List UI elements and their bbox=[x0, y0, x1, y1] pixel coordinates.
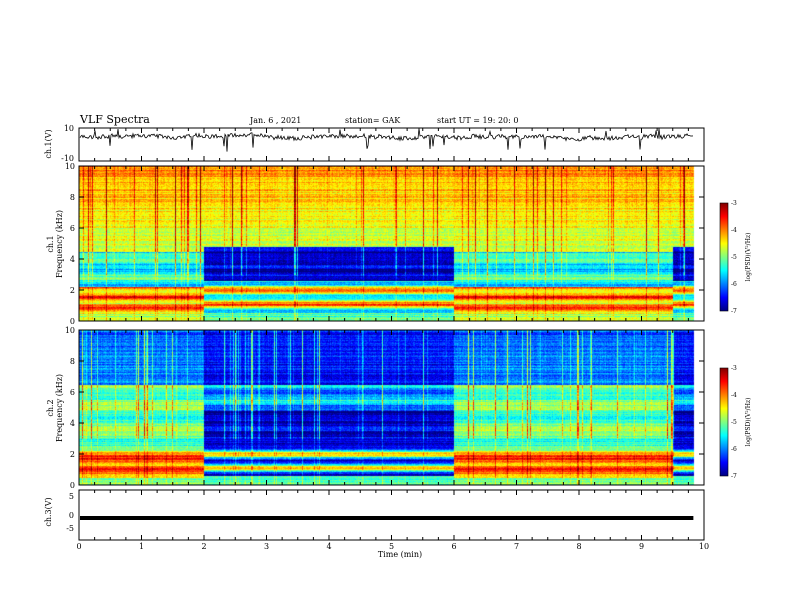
colorbar-tick-label: -5 bbox=[731, 419, 737, 426]
ch1-colorbar-label: log(PSD)(V²/Hz) bbox=[745, 233, 752, 282]
ch1-ytick-bottom: -10 bbox=[61, 154, 74, 163]
y-tick-label: 8 bbox=[70, 357, 75, 366]
ch2-colorbar: -3 -4 -5 -6 -7 log(PSD)(V²/Hz) bbox=[719, 365, 752, 480]
ch3-waveform-line bbox=[80, 516, 694, 520]
ch3-ytick-mid: 0 bbox=[69, 511, 74, 520]
ch2-frequency-label: Frequency (kHz) bbox=[55, 374, 64, 442]
y-tick-label: 2 bbox=[70, 286, 75, 295]
x-tick-label: 3 bbox=[264, 542, 269, 551]
x-tick-label: 0 bbox=[76, 542, 81, 551]
ch1-colorbar-frame bbox=[719, 202, 729, 312]
x-tick-label: 9 bbox=[639, 542, 644, 551]
y-tick-label: 2 bbox=[70, 450, 75, 459]
y-tick-label: 4 bbox=[70, 255, 75, 264]
y-tick-label: 10 bbox=[65, 162, 75, 171]
ch3-ytick-top: 5 bbox=[69, 492, 74, 501]
y-tick-label: 4 bbox=[70, 419, 75, 428]
ch2-spectrogram-panel: 0 2 4 6 8 10 ch.2 Frequency (kHz) bbox=[46, 326, 705, 490]
y-tick-label: 0 bbox=[70, 317, 75, 326]
colorbar-tick-label: -7 bbox=[731, 308, 737, 315]
colorbar-tick-label: -6 bbox=[731, 281, 737, 288]
ch2-colorbar-label: log(PSD)(V²/Hz) bbox=[745, 398, 752, 447]
ch1-waveform-line bbox=[79, 128, 694, 152]
x-tick-label: 4 bbox=[326, 542, 331, 551]
colorbar-tick-label: -5 bbox=[731, 254, 737, 261]
ch2-spectrogram-image bbox=[79, 330, 704, 485]
ch1-spectrogram-ylabel: ch.1 bbox=[46, 235, 55, 252]
colorbar-tick-label: -4 bbox=[731, 392, 737, 399]
x-tick-label: 6 bbox=[451, 542, 456, 551]
x-tick-label: 5 bbox=[389, 542, 394, 551]
ch3-waveform-ylabel: ch.3(V) bbox=[44, 497, 53, 526]
ch2-colorbar-frame bbox=[719, 367, 729, 477]
y-tick-label: 6 bbox=[70, 388, 75, 397]
colorbar-tick-label: -6 bbox=[731, 446, 737, 453]
colorbar-tick-label: -7 bbox=[731, 473, 737, 480]
date-label: Jan. 6 , 2021 bbox=[249, 116, 301, 125]
x-tick-label: 7 bbox=[514, 542, 519, 551]
ch1-colorbar: -3 -4 -5 -6 -7 log(PSD)(V²/Hz) bbox=[719, 200, 752, 315]
x-tick-label: 1 bbox=[139, 542, 144, 551]
ch1-waveform-ylabel: ch.1(V) bbox=[44, 129, 53, 158]
y-tick-label: 6 bbox=[70, 224, 75, 233]
x-tick-label: 2 bbox=[201, 542, 206, 551]
colorbar-tick-label: -3 bbox=[731, 200, 737, 207]
ch3-ytick-bottom: -5 bbox=[66, 524, 74, 533]
y-tick-label: 10 bbox=[65, 326, 75, 335]
ch3-waveform-panel: 5 0 -5 ch.3(V) bbox=[44, 489, 705, 541]
ch2-spectrogram-ylabel: ch.2 bbox=[46, 399, 55, 416]
colorbar-tick-label: -3 bbox=[731, 365, 737, 372]
ch1-spectrogram-panel: 0 2 4 6 8 10 ch.1 Frequency (kHz) bbox=[46, 162, 705, 326]
figure-title: VLF Spectra bbox=[79, 113, 150, 126]
ch2-colorbar-gradient bbox=[720, 368, 728, 476]
ch1-frequency-label: Frequency (kHz) bbox=[55, 210, 64, 278]
ch1-spectrogram-image bbox=[79, 166, 704, 321]
colorbar-tick-label: -4 bbox=[731, 227, 737, 234]
x-tick-label: 8 bbox=[576, 542, 581, 551]
x-axis-label: Time (min) bbox=[378, 550, 422, 559]
ch1-colorbar-gradient bbox=[720, 203, 728, 311]
station-label: station= GAK bbox=[345, 116, 401, 125]
start-time-label: start UT = 19: 20: 0 bbox=[437, 116, 518, 125]
ch1-ytick-top: 10 bbox=[64, 124, 74, 133]
y-tick-label: 0 bbox=[70, 481, 75, 490]
ch1-waveform-panel: 10 -10 ch.1(V) bbox=[44, 124, 705, 163]
x-tick-label: 10 bbox=[699, 542, 709, 551]
ch3-waveform-frame bbox=[78, 489, 705, 541]
y-tick-label: 8 bbox=[70, 193, 75, 202]
